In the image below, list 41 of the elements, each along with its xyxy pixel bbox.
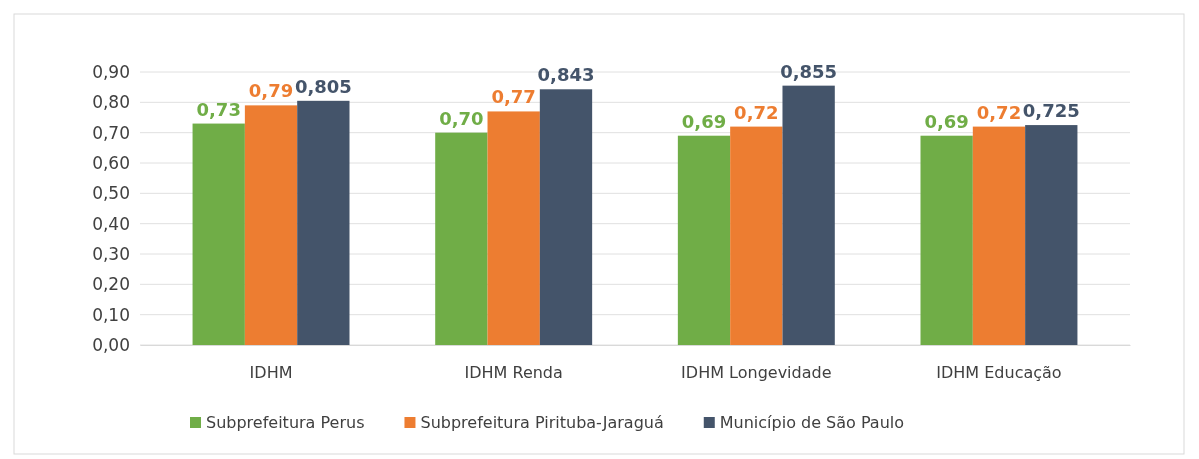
data-label: 0,69: [681, 110, 727, 132]
bar: [487, 111, 540, 345]
y-tick-label: 0,10: [92, 304, 130, 325]
bar: [782, 85, 835, 345]
bar: [730, 126, 783, 345]
x-tick-label: IDHM Longevidade: [681, 363, 832, 383]
bar: [972, 126, 1026, 345]
x-tick-label: IDHM Educação: [936, 363, 1062, 383]
data-label: 0,725: [1022, 100, 1080, 122]
bar: [677, 135, 731, 345]
bar: [435, 132, 488, 345]
data-label: 0,70: [439, 107, 484, 129]
y-tick-label: 0,80: [92, 92, 130, 113]
data-label: 0,805: [294, 75, 352, 97]
y-tick-label: 0,90: [92, 61, 130, 82]
bar: [539, 89, 593, 345]
bar: [297, 100, 350, 345]
bar: [192, 123, 245, 345]
y-tick-label: 0,40: [92, 213, 130, 234]
bar: [244, 105, 298, 345]
y-tick-label: 0,20: [92, 274, 130, 295]
y-tick-label: 0,00: [92, 334, 130, 355]
y-tick-label: 0,30: [92, 243, 130, 264]
legend-label: Subprefeitura Pirituba-Jaraguá: [420, 413, 664, 432]
data-label: 0,855: [780, 60, 838, 82]
data-label: 0,69: [924, 110, 969, 132]
bar: [1025, 125, 1078, 345]
data-label: 0,72: [976, 101, 1022, 123]
data-label: 0,77: [491, 86, 536, 108]
x-tick-label: IDHM: [249, 363, 293, 383]
x-tick-label: IDHM Renda: [464, 363, 563, 383]
y-tick-label: 0,50: [92, 183, 130, 204]
y-tick-label: 0,70: [92, 122, 130, 143]
data-label: 0,72: [734, 101, 779, 123]
data-label: 0,73: [196, 98, 241, 120]
data-label: 0,79: [248, 80, 294, 102]
bar: [920, 135, 973, 345]
data-label: 0,843: [537, 64, 595, 86]
y-tick-label: 0,60: [92, 152, 130, 173]
legend-label: Município de São Paulo: [719, 413, 905, 432]
legend-label: Subprefeitura Perus: [206, 413, 365, 432]
